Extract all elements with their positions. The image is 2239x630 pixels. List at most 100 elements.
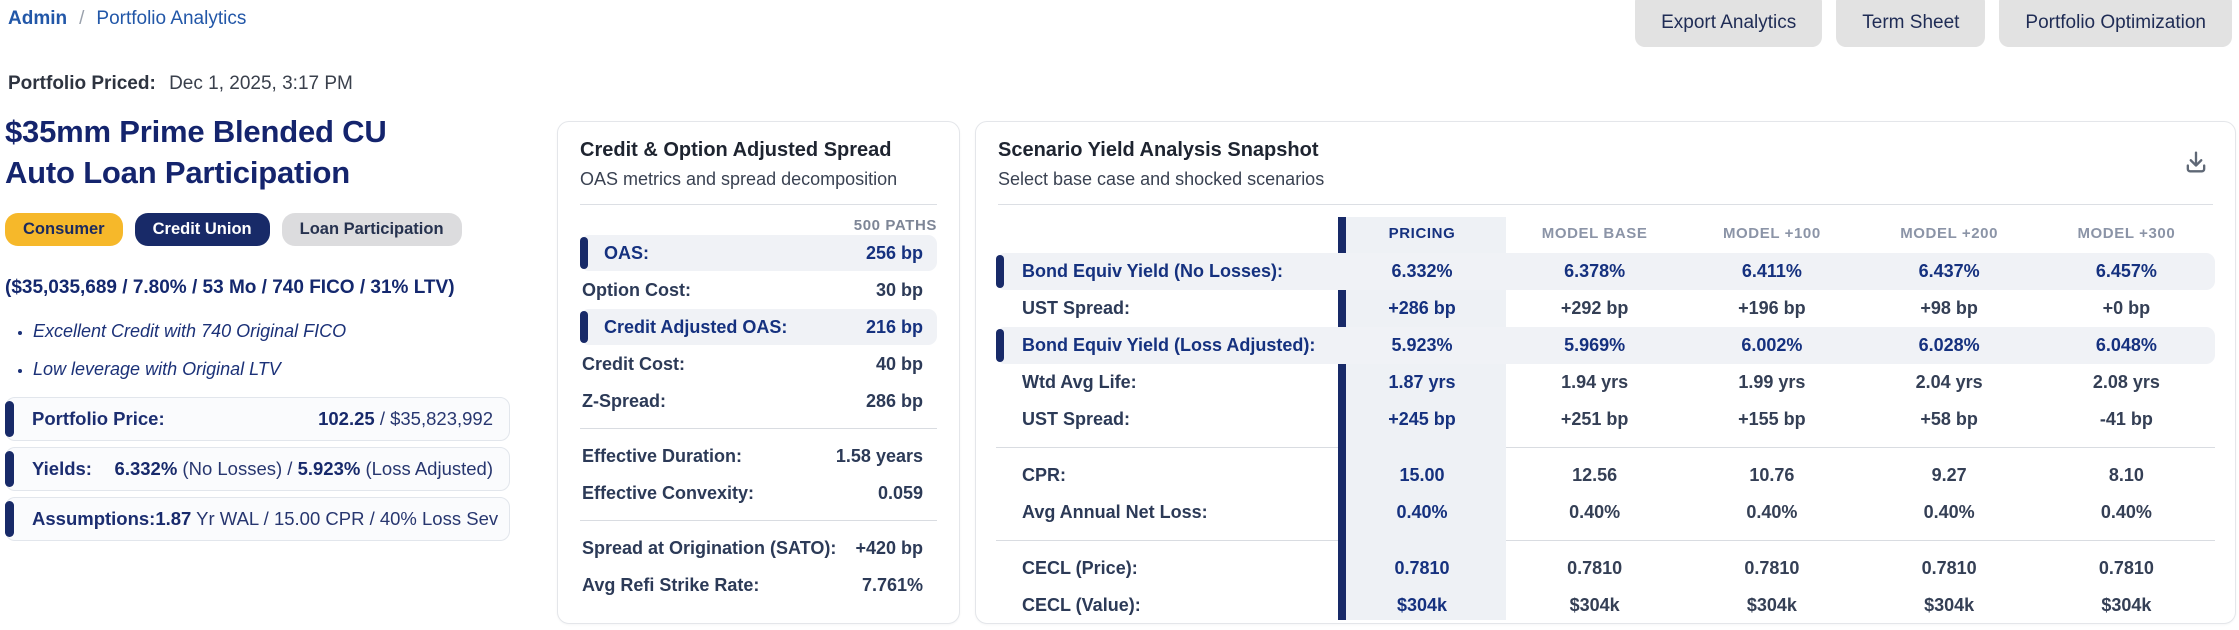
cell-model-300: 0.7810	[2098, 558, 2154, 578]
cell-model-base: +292 bp	[1560, 298, 1629, 318]
metric-value: 40 bp	[875, 353, 923, 374]
cell-pricing: 1.87 yrs	[1388, 372, 1456, 392]
cell-model-100: 6.002%	[1741, 335, 1803, 355]
column-header-model-base[interactable]: MODEL BASE	[1541, 224, 1648, 242]
table-row-bond-equiv-yield-no-losses[interactable]: Bond Equiv Yield (No Losses): 6.332% 6.3…	[996, 253, 2215, 290]
tag-loan-participation: Loan Participation	[281, 212, 462, 246]
cell-model-200: 0.40%	[1923, 502, 1975, 522]
oas-card-subtitle: OAS metrics and spread decomposition	[580, 169, 898, 189]
cell-model-200: 9.27	[1931, 465, 1967, 485]
portfolio-optimization-button[interactable]: Portfolio Optimization	[1999, 0, 2232, 47]
cell-model-100: +155 bp	[1738, 409, 1806, 429]
export-analytics-button[interactable]: Export Analytics	[1635, 0, 1823, 47]
metric-value: 216 bp	[865, 316, 923, 337]
cell-model-300: 2.08 yrs	[2092, 372, 2160, 392]
metric-label: Credit Cost:	[582, 353, 685, 374]
cell-model-base: 12.56	[1572, 465, 1618, 485]
portfolio-priced-value: Dec 1, 2025, 3:17 PM	[169, 73, 353, 94]
cell-model-base: 0.40%	[1569, 502, 1621, 522]
metric-value: 30 bp	[875, 279, 923, 300]
scenario-card-header: Scenario Yield Analysis Snapshot Select …	[976, 122, 2235, 205]
metric-row-oas: OAS: 256 bp	[580, 235, 937, 271]
table-row-cpr: CPR: 15.00 12.56 10.76 9.27 8.10	[996, 457, 2215, 494]
metric-label: Effective Duration:	[582, 445, 743, 466]
stat-value-bold: 102.25	[318, 407, 375, 429]
term-sheet-button[interactable]: Term Sheet	[1836, 0, 1986, 47]
cell-model-300: +0 bp	[2102, 298, 2151, 318]
cell-model-100: 1.99 yrs	[1738, 372, 1806, 392]
row-label: UST Spread:	[1022, 409, 1131, 429]
stat-value-rest: (Loss Adjusted)	[360, 457, 493, 479]
metric-row-credit-cost: Credit Cost: 40 bp	[580, 346, 937, 382]
cell-pricing: 0.7810	[1394, 558, 1450, 578]
cell-model-200: 0.7810	[1921, 558, 1977, 578]
metric-row-sato: Spread at Origination (SATO): +420 bp	[580, 530, 937, 566]
table-row-cecl-price: CECL (Price): 0.7810 0.7810 0.7810 0.781…	[996, 550, 2215, 587]
row-label: Bond Equiv Yield (No Losses):	[1022, 261, 1284, 281]
metric-row-z-spread: Z-Spread: 286 bp	[580, 383, 937, 419]
metric-label: Option Cost:	[582, 279, 691, 300]
stat-row-assumptions: Assumptions: 1.87 Yr WAL / 15.00 CPR / 4…	[5, 496, 510, 541]
row-label: CPR:	[1022, 465, 1066, 485]
cell-pricing: +245 bp	[1388, 409, 1456, 429]
cell-model-100: $304k	[1746, 595, 1797, 615]
cell-model-200: +58 bp	[1920, 409, 1978, 429]
cell-model-200: 6.028%	[1918, 335, 1980, 355]
portfolio-priced-label: Portfolio Priced:	[8, 73, 156, 94]
metric-value: 0.059	[877, 482, 923, 503]
cell-model-base: 0.7810	[1567, 558, 1623, 578]
table-row-bond-equiv-yield-loss-adjusted[interactable]: Bond Equiv Yield (Loss Adjusted): 5.923%…	[996, 327, 2215, 364]
cell-model-base: +251 bp	[1560, 409, 1629, 429]
scenario-table: PRICING MODEL BASE MODEL +100 MODEL +200…	[996, 213, 2215, 624]
cell-model-200: 6.437%	[1918, 261, 1980, 281]
key-stats: Portfolio Price: 102.25 / $35,823,992 Yi…	[5, 396, 510, 541]
column-header-model-plus-300[interactable]: MODEL +300	[2077, 224, 2176, 242]
cell-model-300: -41 bp	[2099, 409, 2153, 429]
download-icon[interactable]	[2179, 146, 2213, 180]
column-header-model-plus-100[interactable]: MODEL +100	[1722, 224, 1821, 242]
metric-value: 286 bp	[865, 390, 923, 411]
breadcrumb: Admin / Portfolio Analytics	[8, 8, 246, 30]
deal-summary-line: ($35,035,689 / 7.80% / 53 Mo / 740 FICO …	[5, 276, 455, 298]
stat-label: Yields:	[32, 457, 92, 479]
breadcrumb-admin[interactable]: Admin	[8, 8, 68, 29]
column-header-model-plus-200[interactable]: MODEL +200	[1900, 224, 1999, 242]
breadcrumb-portfolio-analytics[interactable]: Portfolio Analytics	[96, 8, 247, 29]
deal-highlight-item: Excellent Credit with 740 Original FICO	[33, 321, 510, 342]
scenario-card-subtitle: Select base case and shocked scenarios	[998, 169, 1325, 189]
column-header-pricing[interactable]: PRICING	[1388, 224, 1456, 242]
metric-row-option-cost: Option Cost: 30 bp	[580, 272, 937, 308]
metric-value: +420 bp	[855, 537, 923, 558]
tag-consumer: Consumer	[5, 212, 123, 246]
cell-model-100: 0.40%	[1746, 502, 1798, 522]
divider	[580, 428, 937, 429]
metric-label: Spread at Origination (SATO):	[582, 537, 837, 558]
cell-model-200: +98 bp	[1920, 298, 1978, 318]
stat-row-portfolio-price: Portfolio Price: 102.25 / $35,823,992	[5, 396, 510, 441]
stat-row-yields: Yields: 6.332% (No Losses) / 5.923% (Los…	[5, 446, 510, 491]
metric-value: 7.761%	[861, 574, 923, 595]
page-title-line2: Auto Loan Participation	[5, 154, 351, 190]
cell-model-base: 6.378%	[1564, 261, 1626, 281]
cell-model-100: 6.411%	[1741, 261, 1802, 281]
pricing-column-accent-bar	[1338, 217, 1346, 620]
cell-model-300: 0.40%	[2100, 502, 2152, 522]
cell-model-300: 6.457%	[2095, 261, 2157, 281]
stat-value-rest: Yr WAL / 15.00 CPR / 40% Loss Sev	[191, 507, 499, 529]
cell-model-base: 5.969%	[1564, 335, 1626, 355]
cell-model-100: +196 bp	[1738, 298, 1806, 318]
metric-label: Z-Spread:	[582, 390, 667, 411]
oas-card: Credit & Option Adjusted Spread OAS metr…	[557, 121, 960, 624]
oas-card-header: Credit & Option Adjusted Spread OAS metr…	[558, 122, 959, 205]
stat-label: Portfolio Price:	[32, 407, 165, 429]
cell-model-200: $304k	[1924, 595, 1975, 615]
stat-value: 102.25 / $35,823,992	[318, 408, 493, 430]
divider	[998, 204, 2213, 205]
oas-card-body: 500 PATHS OAS: 256 bp Option Cost: 30 bp…	[558, 217, 959, 603]
stat-value-rest: (No Losses) /	[177, 457, 298, 479]
cell-pricing: +286 bp	[1388, 298, 1456, 318]
cell-model-100: 0.7810	[1744, 558, 1800, 578]
metric-row-credit-adjusted-oas: Credit Adjusted OAS: 216 bp	[580, 309, 937, 345]
stat-value-rest: / $35,823,992	[374, 407, 493, 429]
